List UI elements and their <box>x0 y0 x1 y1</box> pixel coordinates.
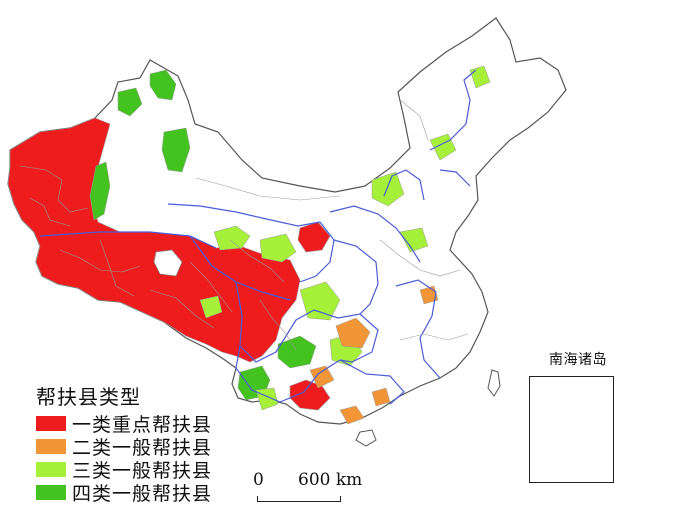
boundary-qinghai-gansu <box>167 203 321 227</box>
county-boundaries <box>19 99 469 351</box>
county-lines-xj1 <box>19 165 89 213</box>
legend-item-type3: 三类一般帮扶县 <box>36 458 256 482</box>
region-type4-north <box>149 69 177 101</box>
boundary-hebei <box>383 169 425 201</box>
boundary-ne-2 <box>439 169 471 187</box>
inset-frame <box>529 376 614 483</box>
county-lines-tibet1 <box>59 249 141 273</box>
region-type1-yunnan <box>289 379 331 411</box>
legend-swatch-type3 <box>36 462 66 477</box>
boundary-xinjiang <box>39 231 217 249</box>
boundary-gansu-east <box>299 221 335 283</box>
region-type3-f <box>371 171 405 207</box>
legend-title: 帮扶县类型 <box>36 385 141 409</box>
scale-distance-label: 600 km <box>298 470 363 490</box>
region-type3-a <box>213 225 251 251</box>
legend-swatch-type1 <box>36 416 66 431</box>
county-lines-tibet2 <box>99 239 135 297</box>
region-type3-i <box>399 227 429 253</box>
boundary-central <box>333 239 379 315</box>
county-lines-south <box>399 333 469 341</box>
boundary-north <box>329 205 421 263</box>
boundary-northeast <box>429 69 477 151</box>
taiwan-island <box>487 369 501 397</box>
lake-hole <box>153 249 183 277</box>
county-lines-tibet4 <box>149 289 215 329</box>
boundary-sichuan <box>235 281 339 363</box>
region-type4-sw <box>277 335 317 369</box>
region-type4-tianshan <box>89 161 111 221</box>
legend: 帮扶县类型 一类重点帮扶县 二类一般帮扶县 三类一般帮扶县 四类一般帮扶县 <box>36 385 256 505</box>
region-type3-c <box>299 281 341 321</box>
boundary-east <box>395 279 441 379</box>
boundary-guangxi <box>339 359 405 405</box>
region-type2-a <box>335 317 371 349</box>
county-lines-xj2 <box>29 197 71 227</box>
scale-line <box>257 496 341 502</box>
inset-title: 南海诸岛 <box>549 352 607 368</box>
legend-swatch-type2 <box>36 439 66 454</box>
legend-swatch-type4 <box>36 485 66 500</box>
region-type2-c <box>339 405 365 425</box>
county-lines-inner <box>399 99 429 141</box>
county-lines-qh <box>229 239 285 283</box>
legend-label-type3: 三类一般帮扶县 <box>72 460 213 482</box>
legend-label-type4: 四类一般帮扶县 <box>72 483 213 505</box>
region-type3-d <box>199 295 223 319</box>
county-lines-tibet3 <box>189 261 233 313</box>
legend-item-type1: 一类重点帮扶县 <box>36 412 256 436</box>
county-lines-sc <box>259 299 297 351</box>
legend-item-type4: 四类一般帮扶县 <box>36 481 256 505</box>
region-type2-b <box>309 365 335 389</box>
legend-label-type1: 一类重点帮扶县 <box>72 414 213 436</box>
boundary-yunnan <box>235 345 341 403</box>
scale-bar: 0 600 km <box>250 470 370 506</box>
region-type3-b <box>259 233 297 263</box>
legend-item-type2: 二类一般帮扶县 <box>36 435 256 459</box>
county-lines-east <box>379 239 461 277</box>
province-boundaries <box>39 69 477 405</box>
region-type3-j <box>255 387 279 411</box>
legend-label-type2: 二类一般帮扶县 <box>72 437 213 459</box>
scale-zero-label: 0 <box>253 470 264 490</box>
boundary-guizhou <box>337 313 379 363</box>
region-type2-e <box>371 387 391 407</box>
region-type4-altai <box>117 87 143 117</box>
region-type4-ne <box>161 127 191 173</box>
hainan-island <box>355 429 377 447</box>
county-lines-north <box>195 177 341 201</box>
